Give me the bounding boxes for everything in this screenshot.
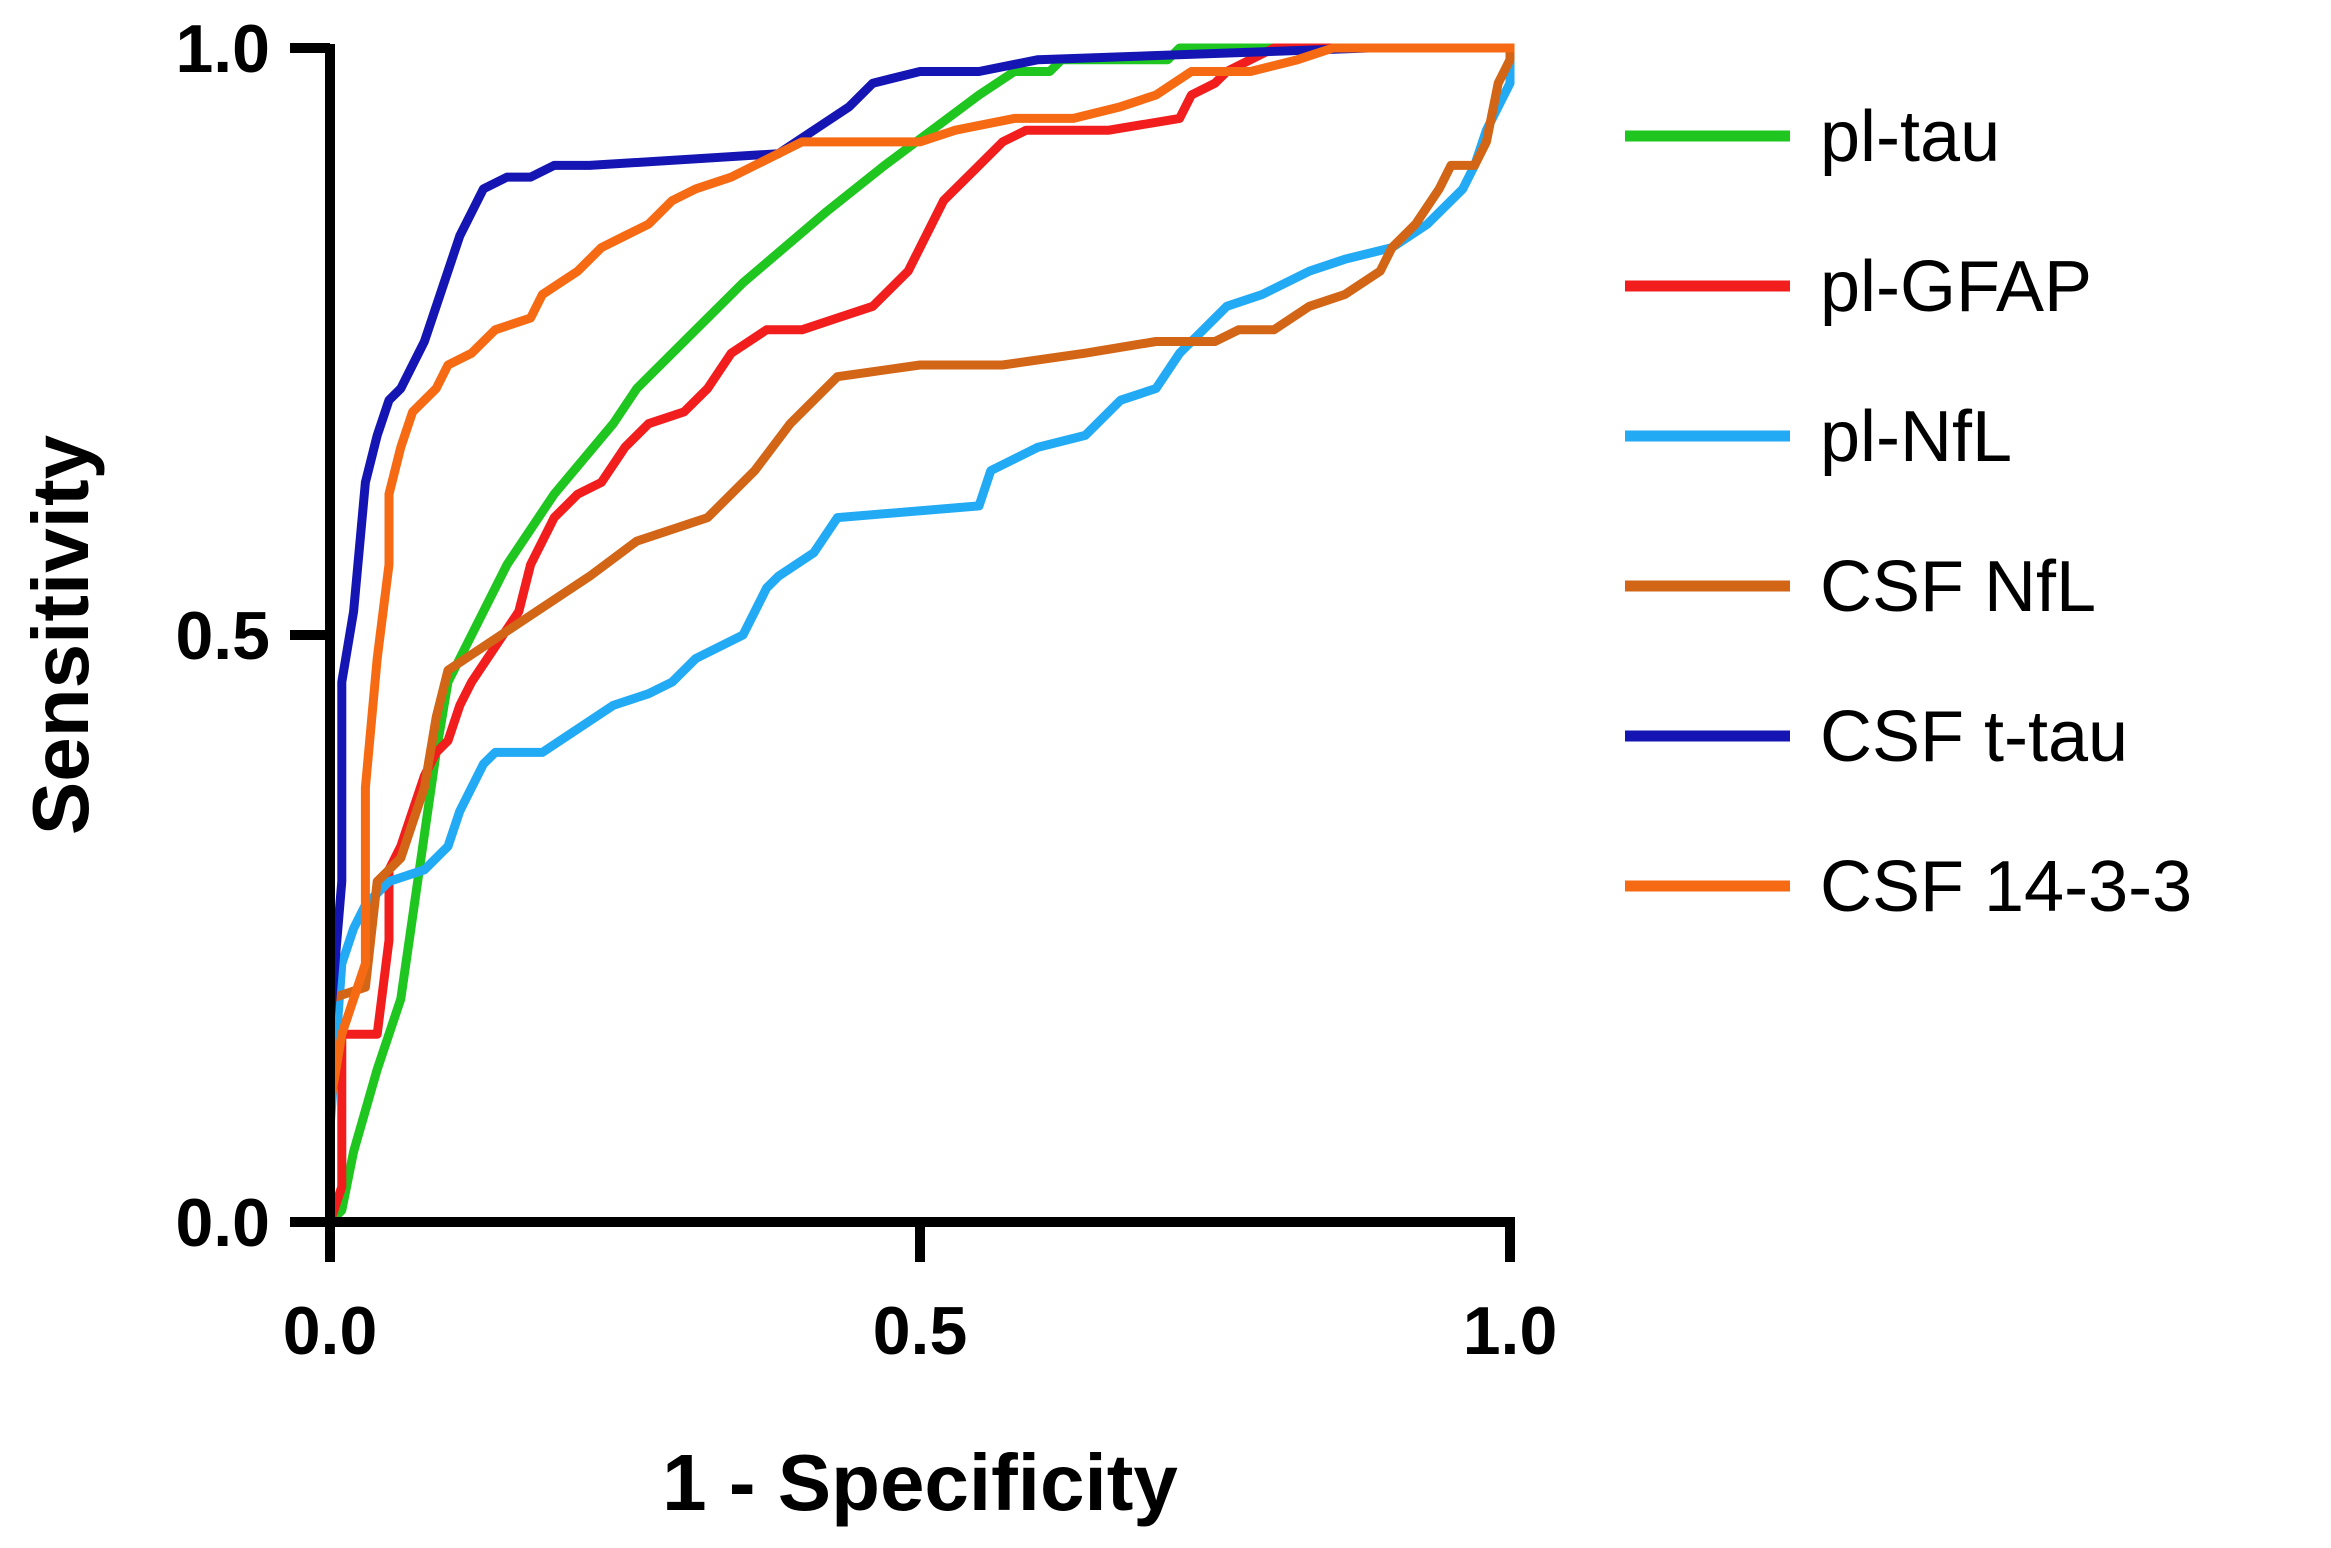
x-tick-label: 0.0: [283, 1293, 378, 1369]
axes: [290, 43, 1515, 1262]
x-tick-label: 1.0: [1463, 1293, 1558, 1369]
tick-labels: 0.00.0 0.5 0.5 1.0 1.0: [175, 11, 1557, 1369]
series-line-csf-nfl: [325, 43, 1515, 1110]
series-line-pl-nfl: [325, 43, 1515, 1227]
series-line-pl-tau: [323, 43, 1515, 1229]
series-line-csf-t-tau: [325, 43, 1515, 1227]
legend-entry: CSF t-tau: [1625, 697, 2128, 777]
legend-entry: pl-GFAP: [1625, 247, 2092, 327]
legend-label: pl-GFAP: [1820, 247, 2092, 327]
axis-titles: 1 - Specificity Sensitivity: [16, 434, 1178, 1527]
legend-label: pl-NfL: [1820, 397, 2012, 477]
y-axis-title: Sensitivity: [16, 434, 105, 835]
y-tick-label: 0.0: [175, 1185, 270, 1261]
legend: pl-tau pl-GFAP pl-NfL CSF NfL CSF t-tau CSF 1…: [1625, 97, 2192, 927]
plot-area: [323, 43, 1515, 1229]
legend-label: pl-tau: [1820, 97, 2000, 177]
x-axis-title: 1 - Specificity: [662, 1438, 1178, 1527]
legend-entry: pl-tau: [1625, 97, 2000, 177]
y-tick-label: 1.0: [175, 11, 270, 87]
legend-label: CSF NfL: [1820, 547, 2096, 627]
legend-label: CSF t-tau: [1820, 697, 2128, 777]
legend-label: CSF 14-3-3: [1820, 847, 2192, 927]
legend-entry: CSF 14-3-3: [1625, 847, 2192, 927]
y-tick-label: 0.5: [175, 598, 270, 674]
x-tick-label: 0.5: [873, 1293, 968, 1369]
legend-entry: CSF NfL: [1625, 547, 2096, 627]
legend-entry: pl-NfL: [1625, 397, 2012, 477]
series-line-csf-14-3-3: [324, 43, 1515, 1110]
